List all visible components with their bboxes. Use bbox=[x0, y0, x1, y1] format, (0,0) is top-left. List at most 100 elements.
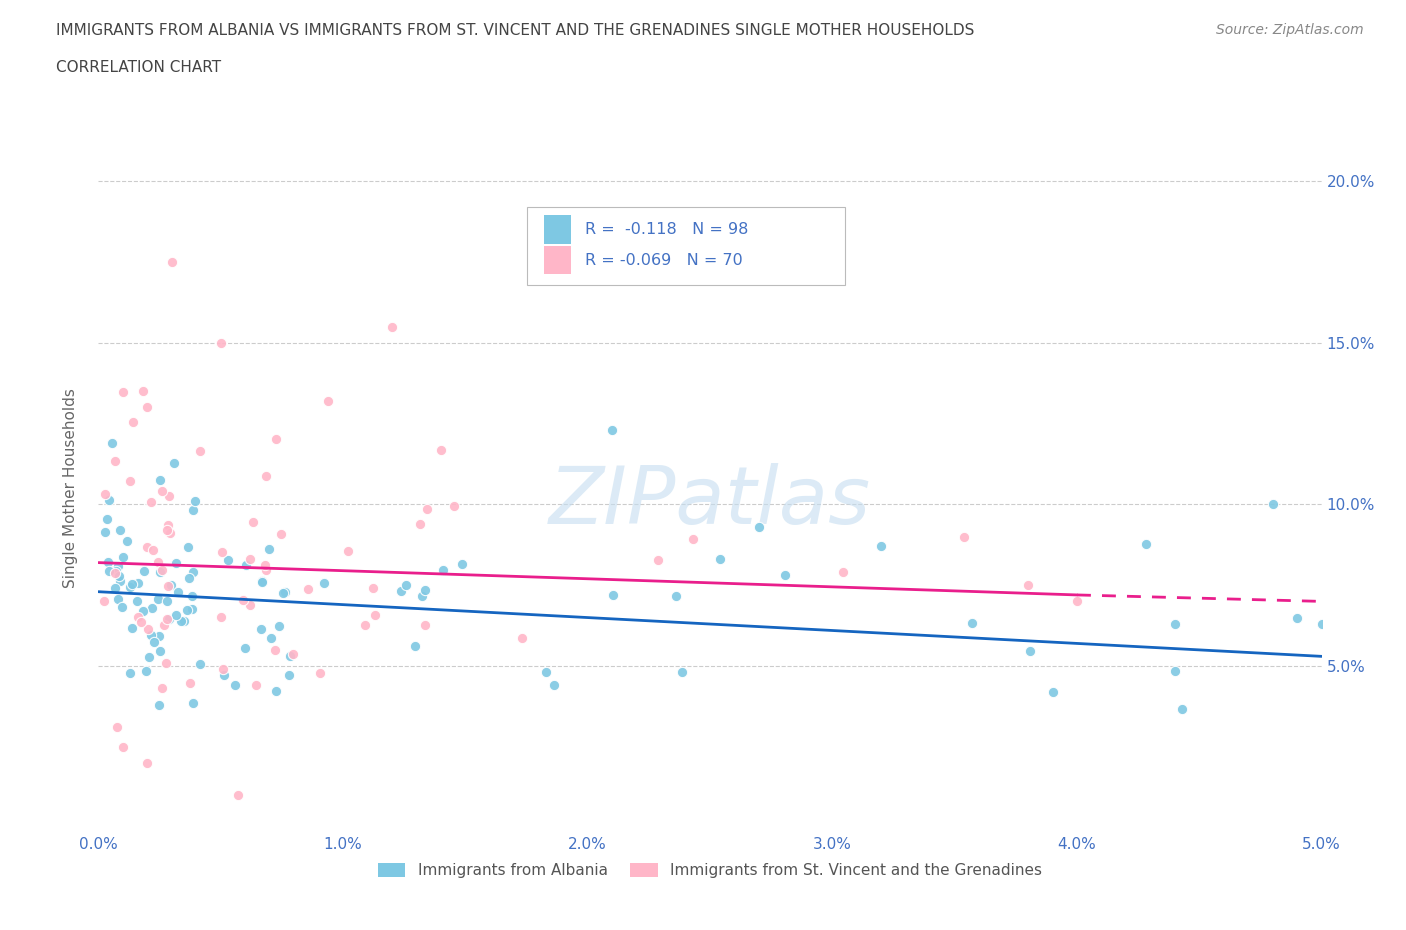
Point bbox=[271, 586, 294, 601]
Point bbox=[361, 580, 384, 595]
Point bbox=[111, 739, 134, 754]
Point bbox=[226, 788, 249, 803]
Point bbox=[143, 635, 166, 650]
Point bbox=[1310, 617, 1333, 631]
Point bbox=[177, 540, 200, 555]
Legend: Immigrants from Albania, Immigrants from St. Vincent and the Grenadines: Immigrants from Albania, Immigrants from… bbox=[371, 857, 1049, 884]
Point bbox=[353, 618, 375, 632]
Point bbox=[209, 609, 232, 624]
Point bbox=[443, 498, 465, 513]
Point bbox=[104, 454, 127, 469]
Point bbox=[160, 255, 183, 270]
Point bbox=[239, 598, 262, 613]
Point bbox=[139, 628, 162, 643]
Point bbox=[430, 443, 453, 458]
Point bbox=[98, 564, 121, 578]
Point bbox=[278, 667, 301, 682]
Point bbox=[188, 656, 211, 671]
Point bbox=[217, 552, 239, 567]
Point bbox=[148, 591, 170, 606]
Point bbox=[177, 570, 200, 585]
Point bbox=[188, 444, 211, 458]
Point bbox=[142, 542, 165, 557]
Point bbox=[264, 684, 287, 698]
Point bbox=[336, 544, 359, 559]
Point bbox=[180, 602, 202, 617]
Point bbox=[709, 551, 731, 566]
Point bbox=[270, 526, 292, 541]
Point bbox=[224, 677, 246, 692]
Point bbox=[136, 400, 159, 415]
Point bbox=[832, 565, 855, 579]
Point bbox=[156, 611, 179, 626]
Point bbox=[96, 512, 118, 526]
Point bbox=[209, 336, 232, 351]
Point bbox=[278, 648, 301, 663]
Point bbox=[118, 473, 141, 488]
Point bbox=[411, 589, 433, 604]
Point bbox=[139, 495, 162, 510]
Point bbox=[111, 599, 134, 614]
Point bbox=[121, 414, 143, 429]
Point bbox=[181, 502, 204, 517]
Point bbox=[101, 435, 124, 450]
Point bbox=[108, 569, 131, 584]
Point bbox=[1286, 610, 1309, 625]
Text: CORRELATION CHART: CORRELATION CHART bbox=[56, 60, 221, 75]
Point bbox=[253, 557, 276, 572]
Point bbox=[121, 577, 143, 591]
Bar bbox=[544, 246, 571, 274]
Point bbox=[132, 604, 155, 618]
Point bbox=[1018, 644, 1040, 658]
Point bbox=[264, 432, 287, 446]
Point bbox=[682, 532, 704, 547]
Point bbox=[127, 594, 149, 609]
Point bbox=[1170, 701, 1192, 716]
Point bbox=[157, 612, 180, 627]
Point bbox=[647, 552, 669, 567]
Point bbox=[150, 681, 173, 696]
Text: IMMIGRANTS FROM ALBANIA VS IMMIGRANTS FROM ST. VINCENT AND THE GRENADINES SINGLE: IMMIGRANTS FROM ALBANIA VS IMMIGRANTS FR… bbox=[56, 23, 974, 38]
Point bbox=[416, 501, 439, 516]
Point bbox=[254, 469, 277, 484]
Point bbox=[104, 581, 127, 596]
Point bbox=[120, 665, 142, 680]
Point bbox=[105, 564, 128, 578]
Point bbox=[149, 472, 172, 487]
Point bbox=[94, 525, 117, 539]
Point bbox=[600, 422, 623, 437]
Point bbox=[127, 610, 149, 625]
Point bbox=[136, 621, 159, 636]
Point bbox=[543, 677, 565, 692]
Bar bbox=[544, 216, 571, 244]
Point bbox=[180, 589, 202, 604]
Point bbox=[316, 393, 339, 408]
Point bbox=[260, 631, 283, 645]
Point bbox=[181, 696, 204, 711]
Point bbox=[176, 603, 198, 618]
Point bbox=[156, 578, 179, 593]
Y-axis label: Single Mother Households: Single Mother Households bbox=[63, 389, 77, 588]
Point bbox=[104, 565, 127, 580]
Point bbox=[415, 618, 437, 632]
Point bbox=[254, 562, 277, 577]
Point bbox=[112, 385, 135, 400]
Point bbox=[141, 601, 163, 616]
Point bbox=[165, 555, 187, 570]
Point bbox=[250, 575, 273, 590]
Point bbox=[121, 621, 143, 636]
Point bbox=[120, 579, 142, 594]
Point bbox=[155, 656, 177, 671]
Point bbox=[136, 755, 159, 770]
Point bbox=[748, 520, 770, 535]
Point bbox=[110, 574, 132, 589]
Point bbox=[775, 567, 797, 582]
Point bbox=[97, 555, 120, 570]
Point bbox=[132, 384, 155, 399]
Point bbox=[413, 582, 436, 597]
Text: ZIPatlas: ZIPatlas bbox=[548, 463, 872, 541]
Point bbox=[409, 516, 432, 531]
Point bbox=[263, 643, 285, 658]
Point bbox=[153, 618, 176, 632]
Point bbox=[432, 563, 454, 578]
